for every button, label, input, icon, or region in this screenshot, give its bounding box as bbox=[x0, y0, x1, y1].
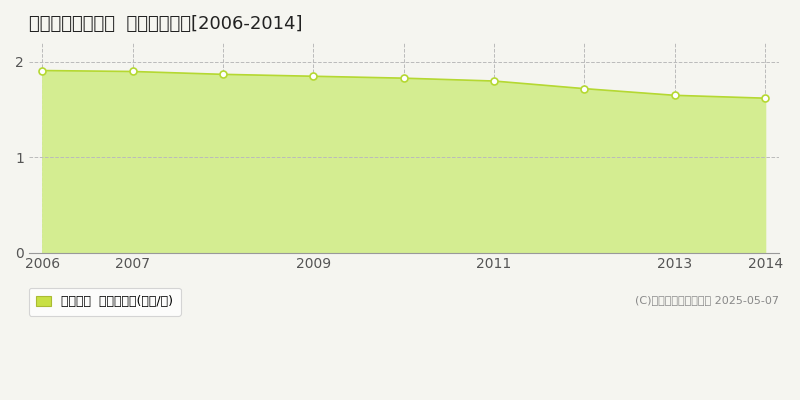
Text: 多気郡大台町小滝  基準地価推移[2006-2014]: 多気郡大台町小滝 基準地価推移[2006-2014] bbox=[29, 15, 302, 33]
Text: (C)土地価格ドットコム 2025-05-07: (C)土地価格ドットコム 2025-05-07 bbox=[634, 294, 778, 304]
Legend: 基準地価  平均坊単価(万円/坊): 基準地価 平均坊単価(万円/坊) bbox=[29, 288, 181, 316]
